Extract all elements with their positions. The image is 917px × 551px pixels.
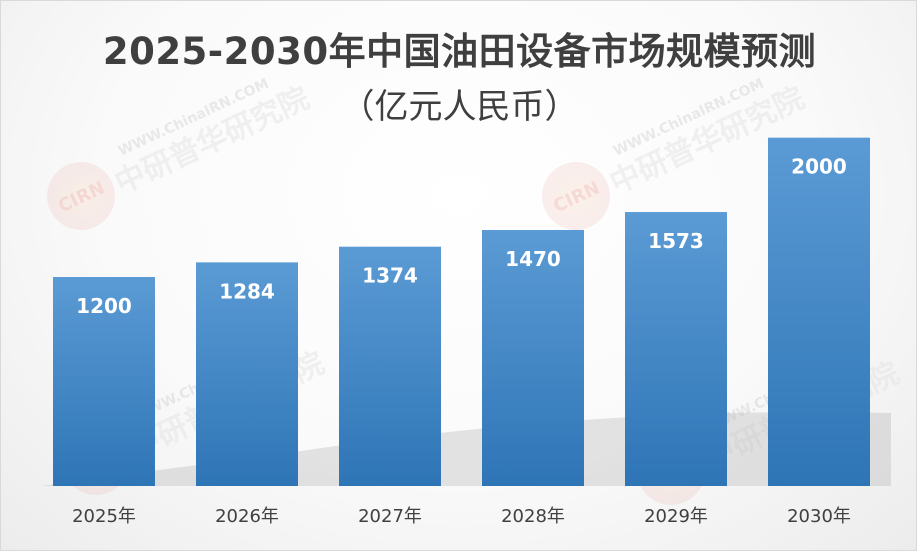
data-labels-group: 1200 1284 1374 1470 1573 2000 <box>76 155 847 318</box>
x-tick-label: 2027年 <box>358 506 422 527</box>
x-tick-label: 2029年 <box>644 506 708 527</box>
x-tick-label: 2025年 <box>72 506 136 527</box>
watermark-logo-icon <box>47 162 115 230</box>
bar-2025年 <box>53 277 155 486</box>
data-label-2026年: 1284 <box>219 279 275 303</box>
bar-2027年 <box>339 246 441 486</box>
data-label-2028年: 1470 <box>505 247 561 271</box>
bars-group <box>53 137 870 486</box>
data-label-2027年: 1374 <box>362 264 418 288</box>
bar-2028年 <box>482 229 584 486</box>
x-tick-labels-group: 2025年 2026年 2027年 2028年 2029年 2030年 <box>72 506 851 527</box>
x-tick-label: 2030年 <box>787 506 851 527</box>
data-label-2030年: 2000 <box>791 155 847 179</box>
x-tick-label: 2026年 <box>215 506 279 527</box>
watermark-logo-icon <box>542 162 610 230</box>
data-label-2025年: 1200 <box>76 294 132 318</box>
data-label-2029年: 1573 <box>648 229 704 253</box>
chart-title: 2025-2030年中国油田设备市场规模预测 <box>102 30 817 73</box>
bar-2026年 <box>196 262 298 486</box>
bar-2030年 <box>768 137 870 486</box>
chart-subtitle: （亿元人民币） <box>340 87 579 127</box>
x-tick-label: 2028年 <box>501 506 565 527</box>
bar-2029年 <box>625 212 727 486</box>
